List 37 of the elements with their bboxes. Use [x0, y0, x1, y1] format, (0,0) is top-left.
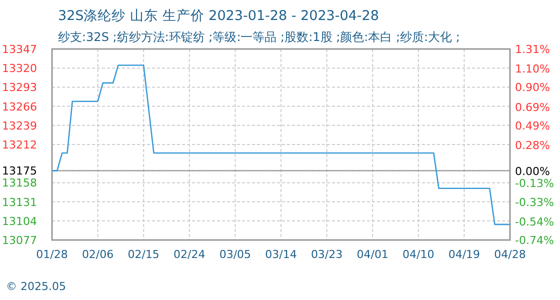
y2-tick-label: 1.10%	[515, 62, 550, 76]
y2-tick-label: 0.90%	[515, 81, 550, 94]
y2-tick-label: 0.00%	[515, 165, 550, 178]
y-tick-label: 13239	[2, 119, 37, 132]
line-series	[51, 64, 511, 226]
y2-tick-label: 0.69%	[515, 100, 550, 114]
y-tick-label: 13293	[2, 81, 37, 94]
x-tick-label: 03/14	[265, 248, 297, 261]
x-tick-label: 04/19	[448, 248, 480, 261]
x-tick-label: 03/05	[219, 248, 252, 261]
y2-tick-label: -0.13%	[515, 177, 554, 190]
chart-subtitle: 纱支:32S ;纺纱方法:环锭纺 ;等级:一等品 ;股数:1股 ;颜色:本白 ;纱质:大化 ;	[58, 30, 460, 44]
x-tick-label: 03/23	[310, 248, 343, 261]
y-tick-label: 13175	[2, 164, 37, 178]
x-tick-label: 02/24	[174, 248, 206, 261]
y-tick-label: 13131	[2, 196, 37, 209]
x-tick-label: 02/06	[82, 248, 114, 261]
x-tick-label: 04/28	[494, 248, 526, 261]
y-tick-label: 13077	[2, 234, 37, 247]
y2-tick-label: -0.74%	[515, 234, 554, 247]
y-tick-label: 13212	[2, 138, 37, 152]
x-tick-label: 04/01	[356, 248, 388, 261]
text: © 2025.05	[6, 280, 66, 293]
y-tick-label: 13158	[2, 176, 37, 190]
y-tick-label: 13266	[2, 100, 37, 114]
chart-title: 32S涤纶纱 山东 生产价 2023-01-28 - 2023-04-28	[58, 8, 379, 24]
y2-tick-label: 0.28%	[515, 138, 550, 152]
y2-tick-label: 1.31%	[515, 43, 550, 56]
y-tick-label: 13320	[2, 62, 37, 76]
x-tick-label: 04/10	[402, 248, 434, 261]
y2-tick-label: 0.49%	[515, 119, 550, 132]
x-tick-label: 01/28	[36, 248, 68, 261]
y-tick-label: 13104	[2, 214, 37, 228]
y-tick-label: 13347	[2, 43, 37, 56]
y2-tick-label: -0.54%	[515, 215, 554, 228]
x-tick-label: 02/15	[128, 248, 160, 261]
y2-tick-label: -0.33%	[515, 196, 554, 209]
